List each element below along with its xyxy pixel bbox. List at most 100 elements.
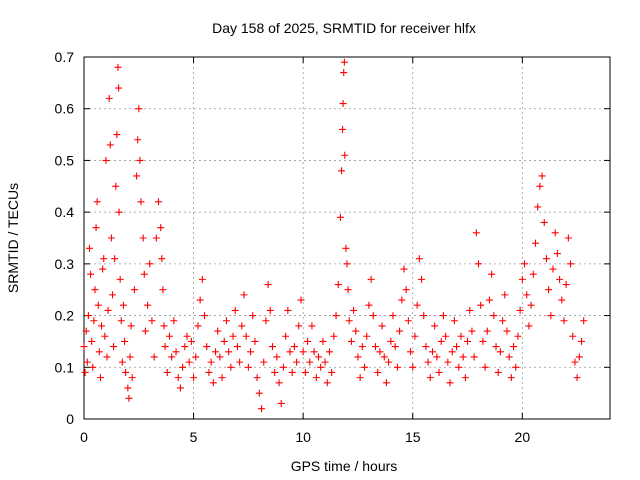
data-point	[344, 286, 352, 294]
data-point	[340, 69, 348, 77]
data-point	[168, 353, 176, 361]
data-point	[444, 358, 452, 366]
data-point	[413, 301, 421, 309]
data-point	[207, 358, 215, 366]
data-point	[244, 363, 252, 371]
data-point	[128, 374, 136, 382]
data-point	[521, 260, 529, 268]
data-point	[203, 343, 211, 351]
y-tick-label: 0.2	[55, 308, 75, 324]
data-point	[98, 322, 106, 330]
data-point	[279, 363, 287, 371]
data-point	[179, 363, 187, 371]
data-point	[345, 317, 353, 325]
data-point	[490, 312, 498, 320]
data-point	[104, 306, 112, 314]
chart-title: Day 158 of 2025, SRMTID for receiver hlf…	[212, 20, 476, 36]
data-point	[100, 255, 108, 263]
data-point	[87, 270, 95, 278]
data-point	[547, 312, 555, 320]
data-point	[212, 348, 219, 356]
data-point	[102, 156, 110, 164]
data-point	[363, 332, 371, 340]
data-point	[398, 296, 406, 304]
axis-ticks	[83, 56, 610, 420]
data-point	[284, 306, 292, 314]
data-point	[135, 105, 143, 113]
data-point	[282, 332, 290, 340]
data-point	[534, 203, 542, 211]
x-tick-label: 20	[515, 429, 531, 445]
data-point	[273, 353, 281, 361]
data-point	[578, 337, 586, 345]
data-point	[332, 312, 340, 320]
data-point	[249, 312, 257, 320]
data-point	[371, 343, 379, 351]
data-point	[108, 291, 116, 299]
data-point	[121, 337, 129, 345]
data-point	[523, 291, 531, 299]
data-point	[564, 234, 572, 242]
data-point	[106, 141, 114, 149]
data-point	[110, 343, 118, 351]
data-point	[540, 218, 548, 226]
data-point	[240, 291, 248, 299]
data-point	[220, 337, 228, 345]
data-point	[361, 363, 369, 371]
data-point	[306, 358, 314, 366]
data-point	[297, 296, 305, 304]
data-point	[342, 244, 350, 252]
data-point	[92, 224, 100, 232]
data-point	[389, 312, 397, 320]
data-point	[258, 405, 266, 413]
data-point	[343, 260, 351, 268]
data-point	[148, 317, 156, 325]
data-point	[336, 213, 344, 221]
data-point	[90, 317, 98, 325]
data-point	[139, 234, 147, 242]
data-point	[334, 281, 342, 289]
data-point	[150, 353, 158, 361]
data-point	[133, 172, 141, 180]
data-point	[155, 198, 163, 206]
data-point	[236, 358, 244, 366]
data-point	[340, 58, 348, 66]
data-point	[558, 296, 566, 304]
data-point	[472, 229, 480, 237]
data-point	[286, 348, 294, 356]
data-point	[549, 265, 557, 273]
data-point	[369, 312, 377, 320]
data-point	[538, 172, 546, 180]
data-point	[448, 348, 456, 356]
data-point	[512, 363, 520, 371]
data-point	[301, 368, 309, 376]
data-point	[573, 374, 581, 382]
data-point	[328, 368, 336, 376]
data-point	[157, 224, 165, 232]
data-point	[83, 358, 91, 366]
data-point	[525, 322, 533, 330]
data-point	[402, 286, 410, 294]
data-point	[569, 332, 577, 340]
data-point	[107, 234, 115, 242]
data-point	[161, 343, 169, 351]
data-point	[222, 317, 230, 325]
data-point	[380, 353, 388, 361]
data-point	[141, 327, 149, 335]
data-point	[317, 363, 325, 371]
data-point	[201, 312, 209, 320]
data-point	[82, 327, 90, 335]
data-point	[455, 363, 463, 371]
data-point	[214, 327, 222, 335]
y-tick-label: 0.4	[55, 204, 75, 220]
data-point	[125, 394, 133, 402]
plot-frame	[83, 56, 611, 420]
data-point	[466, 306, 474, 314]
data-point	[216, 353, 224, 361]
y-tick-label: 0.5	[55, 152, 75, 168]
data-points	[80, 58, 588, 413]
data-point	[505, 353, 513, 361]
data-point	[338, 167, 346, 175]
data-point	[160, 322, 168, 330]
data-point	[437, 337, 445, 345]
